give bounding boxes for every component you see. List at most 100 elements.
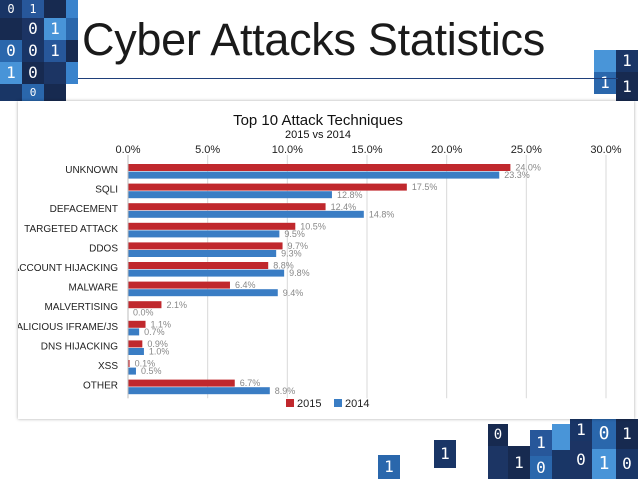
binary-tile-digit: 1 [622, 76, 632, 96]
binary-tile: 0 [22, 62, 44, 84]
data-label: 17.5% [412, 182, 438, 192]
category-label: MALVERTISING [44, 302, 118, 313]
binary-tile [594, 50, 616, 72]
bar-2015 [128, 164, 511, 171]
x-tick-label: 5.0% [195, 144, 220, 156]
binary-tile: 0 [570, 441, 592, 479]
binary-tile-digit: 1 [6, 63, 16, 82]
binary-tile-digit: 0 [493, 427, 503, 443]
data-label: 1.1% [151, 319, 172, 329]
category-label: DDOS [89, 243, 118, 254]
binary-tile: 1 [616, 50, 638, 72]
binary-tile: 1 [616, 419, 638, 449]
binary-tile-digit: 0 [6, 41, 16, 60]
data-label: 12.4% [331, 202, 357, 212]
binary-tile-digit: 0 [598, 423, 610, 444]
x-tick-label: 30.0% [590, 144, 621, 156]
binary-tile: 0 [616, 449, 638, 479]
category-label: MALWARE [69, 283, 119, 294]
binary-tile: 1 [378, 455, 400, 479]
binary-tile-digit: 0 [28, 19, 38, 38]
data-label: 0.1% [135, 359, 156, 369]
category-label: UNKNOWN [65, 165, 118, 176]
legend-label: 2014 [345, 398, 369, 410]
bar-2015 [128, 222, 296, 230]
binary-tile-digit: 1 [440, 444, 450, 463]
category-label: DEFACEMENT [50, 204, 118, 215]
binary-tile-digit: 0 [576, 450, 586, 469]
category-label: XSS [98, 361, 118, 372]
binary-tile-digit: 1 [50, 19, 60, 38]
binary-tile-digit: 0 [28, 63, 38, 82]
bar-2014 [128, 289, 278, 297]
data-label: 2.1% [166, 300, 187, 310]
bar-2015 [128, 203, 326, 211]
binary-tile-digit: 1 [514, 452, 524, 472]
data-label: 9.7% [288, 241, 309, 251]
category-label: OTHER [83, 381, 118, 392]
bar-2014 [128, 367, 136, 375]
bar-2014 [128, 328, 140, 336]
binary-tile-digit: 1 [576, 420, 586, 439]
binary-tile: 0 [22, 18, 44, 40]
category-label: SQLI [95, 185, 118, 196]
binary-tile: 1 [508, 446, 530, 479]
bar-2014 [128, 348, 144, 355]
bar-2014 [128, 387, 270, 395]
binary-tile-digit: 1 [622, 424, 632, 443]
binary-tile-digit: 0 [7, 2, 15, 16]
data-label: 14.8% [369, 209, 395, 219]
legend-label: 2015 [297, 398, 321, 410]
binary-tile [488, 446, 508, 479]
binary-tile: 0 [592, 419, 616, 449]
data-label: 0.7% [144, 327, 165, 337]
binary-tile: 1 [44, 40, 66, 62]
chart-title: Top 10 Attack Techniques [233, 112, 403, 129]
category-label: ACCOUNT HIJACKING [18, 263, 118, 274]
data-label: 8.9% [275, 386, 296, 396]
binary-tile: 1 [570, 419, 592, 441]
chart-panel: Top 10 Attack Techniques 2015 vs 2014 0.0%… [18, 101, 634, 419]
bar-2015 [128, 262, 269, 269]
slide-title: Cyber Attacks Statistics [82, 14, 545, 65]
binary-tile-digit: 1 [600, 73, 610, 92]
x-tick-label: 0.0% [115, 144, 140, 156]
data-label: 12.8% [337, 190, 363, 200]
binary-tile-digit: 0 [536, 457, 546, 477]
binary-tile: 1 [594, 72, 616, 94]
binary-tile-digit: 1 [536, 433, 546, 452]
binary-tile: 0 [0, 0, 22, 18]
binary-tile: 1 [530, 430, 552, 456]
bar-2015 [128, 242, 283, 250]
data-label: 10.5% [300, 221, 326, 231]
data-label: 8.8% [273, 261, 294, 271]
title-divider [78, 78, 618, 79]
data-label: 9.3% [281, 249, 302, 259]
legend-swatch-2014 [334, 399, 342, 407]
binary-tile: 0 [22, 84, 44, 101]
binary-tile [552, 450, 570, 479]
binary-tile-digit: 1 [29, 2, 37, 16]
bar-2015 [128, 340, 143, 348]
binary-tile: 0 [530, 456, 552, 479]
binary-tile: 0 [488, 424, 508, 446]
binary-tile [44, 62, 66, 84]
category-label: DNS HIJACKING [41, 341, 118, 352]
bar-2014 [128, 191, 332, 199]
bar-2014 [128, 269, 285, 277]
binary-tile [66, 0, 78, 18]
data-label: 9.4% [283, 288, 304, 298]
binary-tile-digit: 1 [384, 457, 394, 476]
bar-2015 [128, 281, 230, 289]
binary-tile-digit: 1 [50, 41, 60, 60]
binary-tile [44, 0, 66, 18]
data-label: 24.0% [515, 163, 541, 173]
binary-tile: 1 [44, 18, 66, 40]
data-label: 0.5% [141, 366, 162, 376]
data-label: 23.3% [504, 170, 530, 180]
data-label: 0.9% [147, 339, 168, 349]
binary-tile-digit: 1 [622, 51, 632, 70]
binary-tile-digit: 0 [28, 41, 38, 60]
binary-tile: 0 [22, 40, 44, 62]
